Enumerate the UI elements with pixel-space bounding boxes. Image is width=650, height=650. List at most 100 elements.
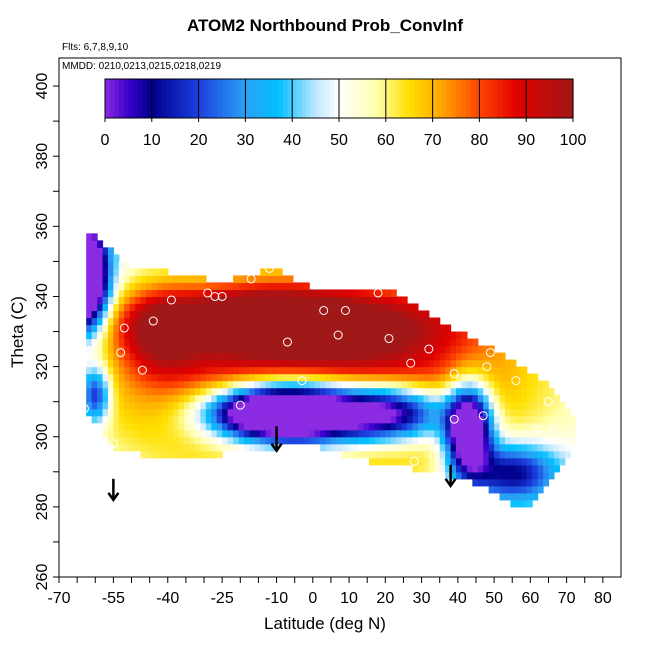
heatmap-cell (113, 275, 120, 284)
colorbar-segment (451, 79, 457, 118)
heatmap-cell (532, 408, 539, 417)
heatmap-cell (477, 450, 484, 459)
heatmap-cell (330, 401, 337, 410)
heatmap-cell (238, 331, 245, 340)
heatmap-cell (167, 387, 174, 396)
heatmap-cell (107, 373, 114, 382)
heatmap-cell (129, 338, 136, 347)
data-point (424, 344, 434, 354)
heatmap-cell (227, 373, 234, 382)
heatmap-cell (276, 345, 283, 354)
heatmap-cell (330, 422, 337, 431)
heatmap-cell (341, 422, 348, 431)
heatmap-cell (118, 373, 125, 382)
heatmap-cell (156, 338, 163, 347)
heatmap-cell (363, 387, 370, 396)
heatmap-cell (309, 436, 316, 445)
heatmap-cell (374, 436, 381, 445)
heatmap-cell (466, 457, 473, 466)
heatmap-cell (243, 408, 250, 417)
heatmap-cell (494, 471, 501, 480)
heatmap-cell (151, 338, 158, 347)
heatmap-cell (97, 352, 104, 361)
heatmap-cell (401, 401, 408, 410)
heatmap-cell (227, 408, 234, 417)
heatmap-cell (118, 408, 125, 417)
heatmap-cell (102, 373, 109, 382)
heatmap-cell (472, 338, 479, 347)
heatmap-cell (494, 436, 501, 445)
heatmap-cell (466, 450, 473, 459)
heatmap-cell (211, 436, 218, 445)
heatmap-cell (532, 450, 539, 459)
heatmap-cell (222, 401, 229, 410)
heatmap-cell (227, 289, 234, 298)
heatmap-cell (461, 345, 468, 354)
colorbar-segment (334, 79, 340, 118)
heatmap-cell (233, 317, 240, 326)
heatmap-cell (151, 310, 158, 319)
heatmap-cell (314, 415, 321, 424)
heatmap-cell (363, 366, 370, 375)
heatmap-cell (510, 464, 517, 473)
heatmap-cell (151, 443, 158, 452)
heatmap-cell (129, 422, 136, 431)
heatmap-cell (189, 422, 196, 431)
heatmap-cell (336, 401, 343, 410)
arrow-head (270, 443, 283, 453)
heatmap-cell (412, 317, 419, 326)
colorbar-tick-label: 70 (424, 132, 442, 149)
heatmap-cell (369, 422, 376, 431)
heatmap-cell (374, 345, 381, 354)
heatmap-cell (200, 338, 207, 347)
heatmap-cell (341, 401, 348, 410)
heatmap-cell (559, 443, 566, 452)
colorbar-tick-label: 50 (330, 132, 348, 149)
heatmap-cell (374, 450, 381, 459)
heatmap-cell (412, 310, 419, 319)
heatmap-cell (341, 289, 348, 298)
heatmap-cell (254, 408, 261, 417)
heatmap-cell (445, 443, 452, 452)
heatmap-cell (515, 401, 522, 410)
heatmap-cell (439, 408, 446, 417)
heatmap-cell (222, 443, 229, 452)
heatmap-cell (314, 324, 321, 333)
heatmap-cell (287, 331, 294, 340)
heatmap-cell (211, 450, 218, 459)
heatmap-cell (526, 492, 533, 501)
heatmap-cell (194, 401, 202, 410)
heatmap-cell (227, 429, 234, 438)
heatmap-cell (162, 331, 169, 340)
heatmap-cell (450, 429, 457, 438)
heatmap-cell (281, 310, 289, 319)
heatmap-cell (260, 359, 267, 368)
heatmap-cell (135, 289, 142, 298)
heatmap-cell (129, 317, 136, 326)
heatmap-cell (243, 296, 250, 305)
heatmap-cell (298, 429, 305, 438)
heatmap-cell (102, 254, 109, 262)
heatmap-cell (271, 387, 278, 396)
heatmap-cell (151, 331, 158, 340)
heatmap-cell (336, 352, 343, 361)
heatmap-cell (118, 310, 125, 319)
colorbar-segment (329, 79, 335, 118)
heatmap-cell (271, 331, 278, 340)
heatmap-cell (135, 422, 142, 431)
colorbar-segment (240, 79, 246, 118)
heatmap-cell (358, 338, 365, 347)
colorbar-segment (540, 79, 546, 118)
colorbar-segment (184, 79, 190, 118)
heatmap-cell (532, 415, 539, 424)
heatmap-cell (559, 429, 566, 438)
heatmap-cell (477, 394, 484, 403)
heatmap-cell (374, 352, 381, 361)
data-point (485, 348, 495, 358)
heatmap-cell (167, 401, 174, 410)
heatmap-cell (184, 408, 191, 417)
heatmap-cell (135, 275, 142, 284)
heatmap-cell (396, 415, 403, 424)
heatmap-cell (292, 429, 299, 438)
heatmap-cell (526, 464, 533, 473)
